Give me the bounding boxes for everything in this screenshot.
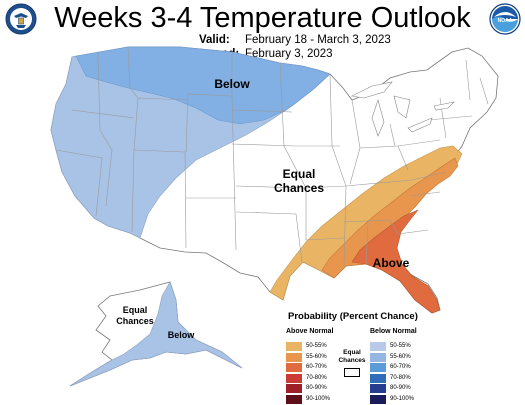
valid-line: Valid: February 18 - March 3, 2023 — [199, 33, 391, 47]
label-below-alaska: Below — [168, 330, 196, 340]
legend-swatch-above — [286, 363, 302, 372]
legend-label-above: 50-55% — [306, 343, 327, 349]
legend-swatch-below — [370, 342, 386, 351]
legend-below-heading: Below Normal — [370, 328, 417, 335]
legend-swatch-below — [370, 373, 386, 383]
legend-title: Probability (Percent Chance) — [288, 311, 418, 322]
legend-swatch-below — [370, 363, 386, 372]
legend-row-below: 70-80% — [280, 373, 520, 383]
legend-swatch-below — [370, 352, 386, 362]
below-region-55-60 — [75, 46, 331, 125]
noaa-logo-text: NOAA — [498, 18, 513, 24]
legend-row-above: 60-70% — [280, 363, 520, 372]
noaa-logo: NOAA — [489, 3, 521, 35]
legend-swatch-below — [370, 394, 386, 404]
great-lakes — [351, 81, 455, 137]
legend-label-above: 70-80% — [306, 374, 327, 381]
legend-row-below: 55-60% — [280, 352, 520, 362]
legend-label-below: 50-55% — [390, 343, 411, 349]
legend-row-above: 80-90% — [280, 384, 520, 393]
legend-row-below: 80-90% — [280, 384, 520, 393]
date-block: Valid:February 18 - March 3, 2023 Issued… — [199, 33, 391, 61]
label-equal-center-1: Equal — [283, 167, 316, 181]
legend-label-above: 80-90% — [306, 385, 327, 391]
legend-swatch-above — [286, 384, 302, 393]
legend-label-above: 55-60% — [306, 353, 327, 360]
label-below-north: Below — [214, 77, 250, 91]
legend-label-below: 80-90% — [390, 385, 411, 391]
legend-label-below: 90-100% — [390, 395, 415, 402]
valid-value: February 18 - March 3, 2023 — [245, 34, 391, 46]
legend-equal-chances-swatch — [344, 368, 360, 377]
legend-swatch-above — [286, 373, 302, 383]
legend-row-above: 90-100% — [280, 394, 520, 404]
legend-label-below: 55-60% — [390, 353, 411, 360]
legend-row-below: 60-70% — [280, 363, 520, 372]
map-title: Weeks 3-4 Temperature Outlook — [54, 2, 471, 34]
legend-label-below: 70-80% — [390, 374, 411, 381]
valid-label: Valid: — [199, 34, 230, 46]
legend-row-below: 90-100% — [280, 394, 520, 404]
probability-legend: Probability (Percent Chance) Above Norma… — [280, 311, 520, 404]
legend-row-below: 50-55% — [280, 342, 520, 351]
label-equal-center-2: Chances — [274, 181, 324, 195]
commerce-seal-logo — [5, 3, 37, 35]
label-equal-alaska-1: Equal — [123, 305, 148, 315]
legend-label-below: 60-70% — [390, 364, 411, 370]
issued-value: February 3, 2023 — [245, 48, 333, 60]
legend-above-heading: Above Normal — [286, 328, 334, 335]
legend-swatch-above — [286, 342, 302, 351]
legend-swatch-above — [286, 352, 302, 362]
legend-label-above: 90-100% — [306, 395, 331, 402]
state-boundaries — [55, 46, 489, 267]
legend-row-above: 55-60% — [280, 352, 520, 362]
above-region-60-70 — [351, 209, 441, 314]
legend-row-above: 50-55% — [280, 342, 520, 351]
label-equal-alaska-2: Chances — [116, 316, 154, 326]
legend-row-above: 70-80% — [280, 373, 520, 383]
legend-label-above: 60-70% — [306, 364, 327, 370]
legend-swatch-above — [286, 394, 302, 404]
legend-equal-chances-label: Equal Chances — [338, 349, 366, 364]
label-above-southeast: Above — [373, 256, 410, 270]
alaska-below-region — [69, 281, 243, 387]
legend-swatch-below — [370, 384, 386, 393]
